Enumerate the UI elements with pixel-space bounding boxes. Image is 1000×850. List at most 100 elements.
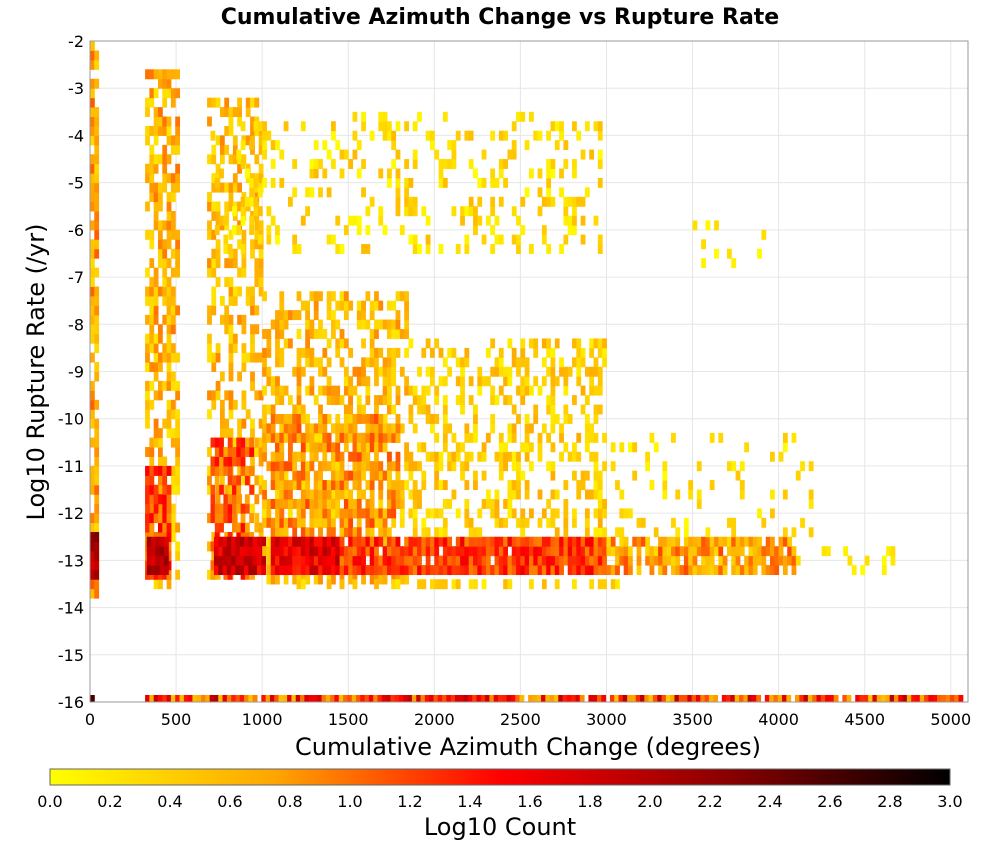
heatmap-cell bbox=[162, 465, 168, 476]
heatmap-cell bbox=[511, 404, 517, 415]
heatmap-cell bbox=[378, 111, 384, 122]
heatmap-cell bbox=[211, 362, 217, 372]
heatmap-cell bbox=[572, 517, 577, 528]
heatmap-cell bbox=[232, 399, 238, 410]
heatmap-cell bbox=[356, 300, 362, 311]
heatmap-cell bbox=[235, 536, 241, 547]
heatmap-cell bbox=[166, 324, 172, 335]
heatmap-cell bbox=[153, 154, 159, 165]
heatmap-cell bbox=[477, 385, 483, 396]
heatmap-cell bbox=[250, 97, 255, 108]
heatmap-cell bbox=[227, 456, 233, 467]
heatmap-cell bbox=[279, 432, 285, 443]
heatmap-cell bbox=[412, 206, 418, 217]
heatmap-cell bbox=[554, 140, 560, 151]
heatmap-cell bbox=[399, 555, 405, 566]
heatmap-cell bbox=[261, 536, 267, 547]
heatmap-cell bbox=[145, 399, 150, 410]
heatmap-cell bbox=[331, 395, 336, 406]
heatmap-cell bbox=[511, 347, 517, 358]
heatmap-cell bbox=[283, 546, 289, 557]
heatmap-cell bbox=[318, 498, 323, 509]
heatmap-cell bbox=[739, 461, 745, 472]
heatmap-cell bbox=[339, 489, 345, 500]
heatmap-cell bbox=[374, 461, 379, 472]
heatmap-cell bbox=[175, 144, 181, 155]
heatmap-cell bbox=[451, 555, 457, 566]
heatmap-cell bbox=[292, 574, 298, 585]
heatmap-cell bbox=[245, 437, 251, 448]
heatmap-cell bbox=[326, 395, 332, 406]
heatmap-cell bbox=[575, 695, 581, 702]
heatmap-cell bbox=[442, 579, 448, 590]
heatmap-cell bbox=[166, 343, 172, 354]
heatmap-cell bbox=[610, 579, 616, 590]
heatmap-cell bbox=[627, 695, 632, 702]
heatmap-cell bbox=[239, 565, 245, 576]
heatmap-cell bbox=[365, 225, 371, 236]
heatmap-cell bbox=[532, 695, 538, 702]
x-tick-label: 1000 bbox=[242, 710, 283, 729]
heatmap-cell bbox=[275, 508, 280, 519]
heatmap-cell bbox=[279, 329, 285, 339]
heatmap-cell bbox=[382, 442, 388, 453]
heatmap-cell bbox=[714, 536, 719, 547]
heatmap-cell bbox=[275, 442, 280, 453]
heatmap-cell bbox=[335, 423, 341, 434]
heatmap-cell bbox=[365, 461, 371, 472]
heatmap-cell bbox=[447, 366, 453, 377]
heatmap-cell bbox=[876, 695, 882, 702]
heatmap-cell bbox=[149, 447, 155, 457]
heatmap-cell bbox=[438, 461, 444, 472]
heatmap-cell bbox=[361, 159, 366, 169]
heatmap-cell bbox=[576, 366, 582, 377]
heatmap-cell bbox=[249, 437, 255, 448]
heatmap-cell bbox=[477, 376, 483, 387]
heatmap-cell bbox=[170, 352, 176, 363]
heatmap-cell bbox=[207, 465, 212, 476]
heatmap-cell bbox=[417, 536, 422, 547]
heatmap-cell bbox=[275, 432, 280, 443]
heatmap-cell bbox=[438, 508, 444, 519]
heatmap-cell bbox=[322, 498, 328, 509]
heatmap-cell bbox=[158, 125, 163, 136]
heatmap-cell bbox=[580, 149, 586, 160]
heatmap-cell bbox=[464, 555, 470, 566]
heatmap-cell bbox=[597, 546, 603, 557]
heatmap-cell bbox=[473, 579, 478, 590]
heatmap-cell bbox=[434, 451, 440, 462]
heatmap-cell bbox=[175, 465, 181, 476]
heatmap-cell bbox=[511, 121, 517, 132]
heatmap-cell bbox=[158, 286, 163, 297]
heatmap-cell bbox=[244, 555, 249, 566]
heatmap-cell bbox=[292, 310, 298, 321]
heatmap-cell bbox=[468, 546, 474, 557]
heatmap-cell bbox=[395, 187, 401, 198]
heatmap-cell bbox=[770, 555, 775, 566]
heatmap-cell bbox=[584, 508, 590, 519]
heatmap-cell bbox=[296, 432, 302, 443]
heatmap-cell bbox=[214, 465, 220, 476]
heatmap-cell bbox=[958, 695, 964, 702]
heatmap-cell bbox=[94, 560, 100, 571]
heatmap-cell bbox=[270, 413, 276, 424]
heatmap-cell bbox=[279, 527, 285, 538]
heatmap-cell bbox=[219, 144, 225, 155]
heatmap-cell bbox=[490, 546, 496, 557]
heatmap-cell bbox=[170, 437, 176, 448]
heatmap-cell bbox=[215, 343, 221, 354]
heatmap-cell bbox=[211, 550, 217, 561]
heatmap-cell bbox=[386, 470, 392, 481]
heatmap-cell bbox=[391, 565, 397, 576]
heatmap-cell bbox=[490, 498, 496, 509]
heatmap-cell bbox=[149, 97, 155, 108]
heatmap-cell bbox=[614, 695, 620, 702]
x-tick-label: 4500 bbox=[844, 710, 885, 729]
heatmap-cell bbox=[94, 267, 100, 278]
heatmap-cell bbox=[331, 565, 336, 576]
heatmap-cell bbox=[270, 574, 276, 585]
heatmap-cell bbox=[287, 451, 293, 462]
heatmap-cell bbox=[335, 498, 341, 509]
heatmap-cell bbox=[451, 149, 457, 160]
heatmap-cell bbox=[498, 196, 504, 207]
